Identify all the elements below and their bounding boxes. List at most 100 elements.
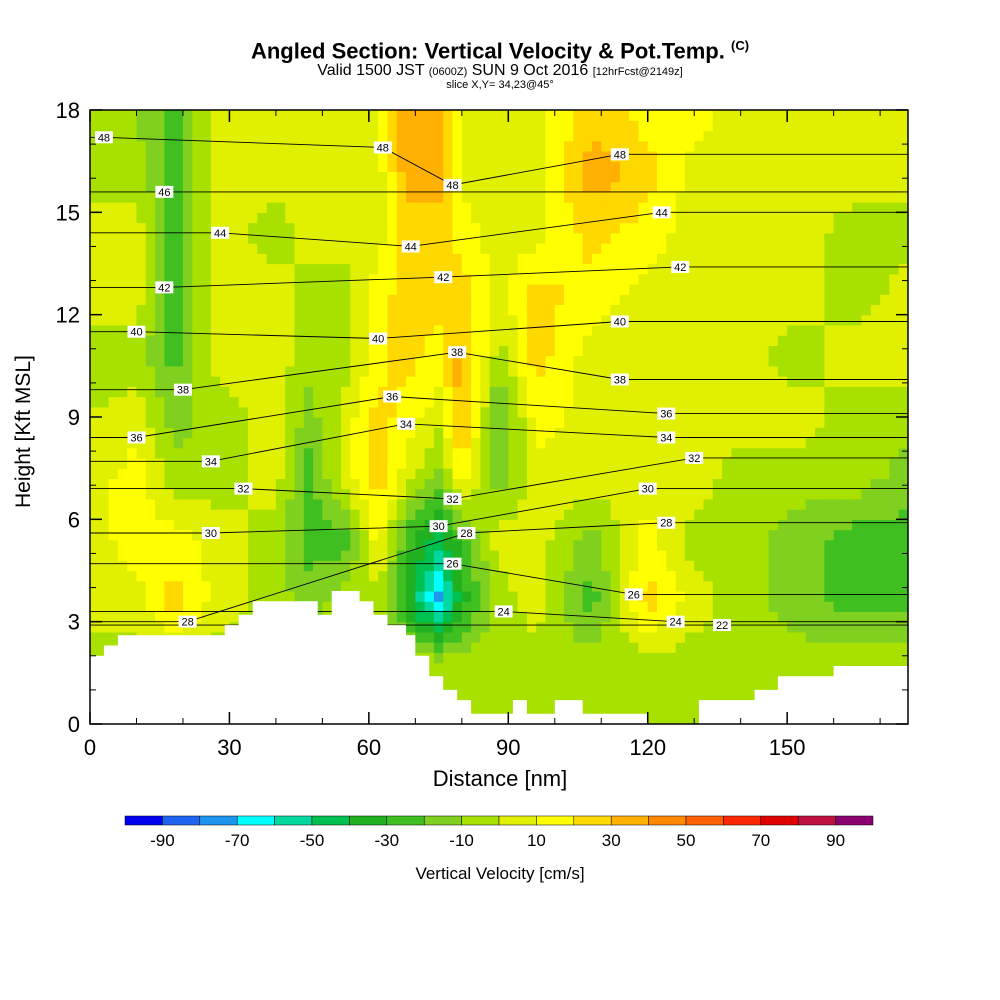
velocity-cell [536,181,547,193]
velocity-cell [117,580,128,592]
velocity-cell [192,468,203,479]
velocity-cell [471,672,482,684]
velocity-cell [629,529,640,541]
velocity-cell [192,110,203,121]
velocity-cell [740,324,751,336]
velocity-cell [536,550,547,561]
velocity-cell [424,437,435,449]
velocity-cell [433,406,444,418]
velocity-cell [368,447,379,459]
velocity-cell [619,642,630,653]
velocity-cell [331,488,342,500]
velocity-cell [815,611,825,623]
velocity-cell [368,468,379,479]
velocity-cell [722,110,732,121]
velocity-cell [749,672,760,684]
velocity-cell [387,314,398,326]
velocity-cell [90,498,100,510]
velocity-cell [155,457,165,469]
velocity-cell [703,202,714,213]
velocity-cell [508,498,519,510]
velocity-cell [545,529,556,541]
velocity-cell [582,396,593,408]
velocity-cell [220,498,231,510]
velocity-cell [554,683,565,694]
velocity-cell [842,202,853,213]
velocity-cell [387,140,398,152]
velocity-cell [796,355,807,367]
velocity-cell [136,580,147,592]
velocity-cell [526,488,537,500]
valid-jst: Valid 1500 JST [317,62,425,80]
velocity-cell [331,110,342,121]
velocity-cell [684,601,695,613]
velocity-cell [787,396,798,408]
velocity-cell [712,120,723,132]
velocity-cell [220,386,231,398]
velocity-cell [396,478,407,490]
velocity-cell [852,570,863,582]
velocity-cell [452,457,463,469]
velocity-cell [396,365,407,377]
velocity-cell [275,570,286,582]
velocity-cell [99,386,110,398]
velocity-cell [508,386,519,398]
velocity-cell [378,222,389,234]
velocity-cell [675,386,686,398]
velocity-cell [461,181,472,193]
velocity-cell [842,652,853,664]
velocity-cell [703,222,714,234]
velocity-cell [480,457,491,469]
velocity-cell [313,488,323,500]
velocity-cell [443,355,454,367]
velocity-cell [182,191,193,203]
velocity-cell [182,120,193,132]
velocity-cell [433,417,444,428]
velocity-cell [313,355,323,367]
velocity-cell [787,181,798,193]
velocity-cell [452,611,463,623]
velocity-cell [619,222,630,234]
velocity-cell [201,427,212,439]
velocity-cell [340,498,351,510]
velocity-cell [182,529,193,541]
velocity-cell [378,590,389,602]
velocity-cell [731,191,742,203]
velocity-cell [712,253,723,265]
velocity-cell [275,468,286,479]
velocity-cell [499,283,509,295]
velocity-cell [173,447,184,459]
velocity-cell [796,427,807,439]
velocity-cell [684,713,695,724]
velocity-cell [248,283,258,295]
velocity-cell [815,427,825,439]
velocity-cell [145,509,156,520]
velocity-cell [545,314,556,326]
velocity-cell [666,110,677,121]
velocity-cell [127,161,138,172]
velocity-cell [275,140,286,152]
velocity-cell [740,304,751,316]
velocity-cell [406,570,416,582]
velocity-cell [359,273,370,285]
velocity-cell [378,529,389,541]
velocity-cell [508,222,519,234]
velocity-cell [815,457,825,469]
velocity-cell [368,253,379,265]
velocity-cell [90,437,100,449]
velocity-cell [545,672,556,684]
velocity-cell [740,570,751,582]
velocity-cell [712,427,723,439]
velocity-cell [712,488,723,500]
velocity-cell [647,683,658,694]
velocity-cell [517,355,528,367]
velocity-cell [833,202,844,213]
velocity-cell [257,314,268,326]
velocity-cell [554,110,565,121]
velocity-cell [647,386,658,398]
velocity-cell [712,498,723,510]
velocity-cell [731,693,742,705]
velocity-cell [145,478,156,490]
velocity-cell [443,550,454,561]
velocity-cell [90,273,100,285]
